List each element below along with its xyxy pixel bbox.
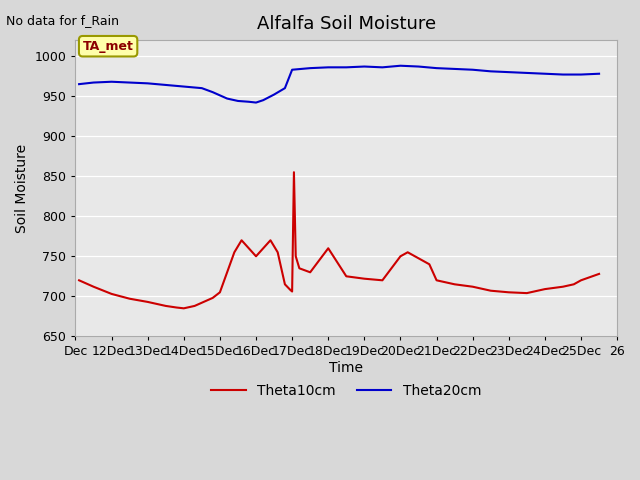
Theta10cm	[411, 253, 419, 259]
Theta10cm	[267, 238, 275, 243]
Theta20cm	[487, 69, 495, 74]
Theta10cm	[237, 238, 245, 243]
Theta10cm	[523, 290, 531, 296]
Theta10cm	[397, 253, 404, 259]
Theta20cm	[451, 66, 458, 72]
Theta10cm	[419, 257, 426, 263]
Theta20cm	[245, 99, 253, 105]
Theta20cm	[577, 72, 585, 77]
Theta10cm	[209, 295, 216, 301]
Theta10cm	[404, 250, 412, 255]
Theta20cm	[595, 71, 603, 77]
Theta20cm	[559, 72, 567, 77]
Theta10cm	[541, 286, 548, 292]
Theta20cm	[76, 81, 83, 87]
Theta10cm	[487, 288, 495, 294]
Theta10cm	[230, 250, 238, 255]
Theta10cm	[287, 287, 294, 293]
Theta10cm	[426, 262, 433, 267]
Theta20cm	[252, 100, 260, 106]
Theta20cm	[270, 92, 278, 97]
Theta10cm	[469, 284, 477, 289]
Theta10cm	[155, 301, 163, 307]
Theta10cm	[342, 274, 350, 279]
Theta10cm	[108, 291, 115, 297]
Theta20cm	[198, 85, 205, 91]
Theta10cm	[290, 169, 298, 175]
Theta10cm	[296, 265, 303, 271]
Theta10cm	[76, 277, 83, 283]
Theta10cm	[288, 288, 296, 294]
Theta10cm	[259, 245, 267, 251]
Theta20cm	[307, 65, 314, 71]
Theta20cm	[144, 81, 152, 86]
Theta10cm	[570, 281, 578, 287]
Theta10cm	[216, 289, 224, 295]
Theta10cm	[198, 300, 205, 306]
Legend: Theta10cm, Theta20cm: Theta10cm, Theta20cm	[206, 378, 486, 404]
Theta20cm	[234, 98, 242, 104]
Y-axis label: Soil Moisture: Soil Moisture	[15, 144, 29, 233]
Theta10cm	[144, 299, 152, 305]
Theta20cm	[342, 64, 350, 70]
Theta10cm	[191, 303, 198, 309]
Theta20cm	[126, 80, 134, 85]
Theta10cm	[360, 276, 368, 282]
Theta10cm	[180, 305, 188, 311]
Theta20cm	[180, 84, 188, 89]
Theta10cm	[274, 250, 282, 255]
Theta20cm	[259, 97, 267, 103]
Theta10cm	[245, 245, 253, 251]
Theta20cm	[90, 80, 97, 85]
Theta10cm	[292, 253, 300, 259]
Theta10cm	[126, 296, 134, 301]
Theta20cm	[288, 67, 296, 72]
Theta10cm	[577, 277, 585, 283]
Theta20cm	[216, 93, 224, 98]
Theta10cm	[451, 281, 458, 287]
Theta20cm	[324, 64, 332, 70]
Theta20cm	[433, 65, 440, 71]
Theta20cm	[469, 67, 477, 72]
Theta20cm	[360, 64, 368, 70]
Theta20cm	[541, 71, 548, 77]
Theta20cm	[281, 85, 289, 91]
Theta10cm	[162, 303, 170, 309]
Theta20cm	[379, 64, 387, 70]
Theta10cm	[433, 277, 440, 283]
Theta10cm	[223, 269, 231, 275]
Theta10cm	[324, 245, 332, 251]
Theta20cm	[209, 89, 216, 95]
Title: Alfalfa Soil Moisture: Alfalfa Soil Moisture	[257, 15, 436, 33]
Theta20cm	[397, 63, 404, 69]
Theta10cm	[379, 277, 387, 283]
Theta10cm	[173, 305, 180, 311]
Theta20cm	[108, 79, 115, 84]
Theta10cm	[90, 284, 97, 289]
Theta20cm	[162, 82, 170, 88]
Theta10cm	[281, 281, 289, 287]
Text: TA_met: TA_met	[83, 40, 134, 53]
Text: No data for f_Rain: No data for f_Rain	[6, 14, 120, 27]
Theta10cm	[505, 289, 513, 295]
Theta20cm	[523, 70, 531, 76]
Theta20cm	[415, 64, 422, 70]
Theta10cm	[595, 271, 603, 277]
Line: Theta10cm: Theta10cm	[79, 172, 599, 308]
Theta10cm	[559, 284, 567, 289]
Theta20cm	[505, 69, 513, 75]
Line: Theta20cm: Theta20cm	[79, 66, 599, 103]
Theta10cm	[252, 253, 260, 259]
Theta20cm	[223, 96, 231, 101]
Theta10cm	[307, 269, 314, 275]
X-axis label: Time: Time	[330, 361, 364, 375]
